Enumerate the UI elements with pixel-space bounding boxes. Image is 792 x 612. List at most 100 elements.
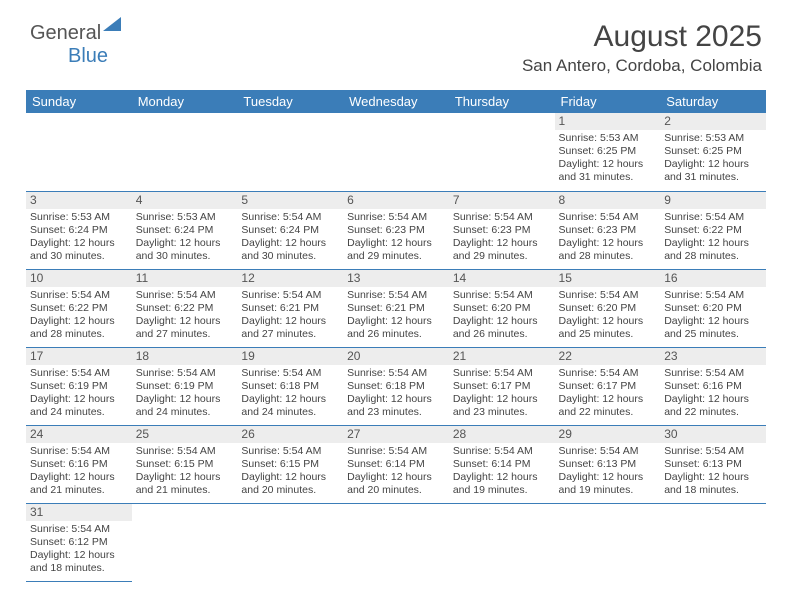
sunset-text: Sunset: 6:20 PM bbox=[664, 302, 762, 315]
daylight2-text: and 18 minutes. bbox=[664, 484, 762, 497]
sunrise-text: Sunrise: 5:54 AM bbox=[559, 367, 657, 380]
calendar-cell: 14Sunrise: 5:54 AMSunset: 6:20 PMDayligh… bbox=[449, 269, 555, 347]
sunrise-text: Sunrise: 5:54 AM bbox=[241, 211, 339, 224]
daylight2-text: and 29 minutes. bbox=[453, 250, 551, 263]
sunrise-text: Sunrise: 5:53 AM bbox=[559, 132, 657, 145]
day-number: 12 bbox=[237, 270, 343, 287]
day-number: 18 bbox=[132, 348, 238, 365]
calendar-cell bbox=[343, 113, 449, 191]
daylight2-text: and 28 minutes. bbox=[559, 250, 657, 263]
sunset-text: Sunset: 6:25 PM bbox=[559, 145, 657, 158]
day-number: 14 bbox=[449, 270, 555, 287]
day-number: 3 bbox=[26, 192, 132, 209]
sunset-text: Sunset: 6:19 PM bbox=[30, 380, 128, 393]
location: San Antero, Cordoba, Colombia bbox=[30, 56, 762, 76]
calendar-cell: 13Sunrise: 5:54 AMSunset: 6:21 PMDayligh… bbox=[343, 269, 449, 347]
sunset-text: Sunset: 6:24 PM bbox=[136, 224, 234, 237]
daylight1-text: Daylight: 12 hours bbox=[347, 471, 445, 484]
logo-sail-icon bbox=[103, 14, 125, 37]
calendar-cell: 6Sunrise: 5:54 AMSunset: 6:23 PMDaylight… bbox=[343, 191, 449, 269]
day-number: 20 bbox=[343, 348, 449, 365]
day-number: 21 bbox=[449, 348, 555, 365]
daylight2-text: and 26 minutes. bbox=[347, 328, 445, 341]
daylight1-text: Daylight: 12 hours bbox=[347, 237, 445, 250]
sunrise-text: Sunrise: 5:54 AM bbox=[347, 211, 445, 224]
calendar-cell: 16Sunrise: 5:54 AMSunset: 6:20 PMDayligh… bbox=[660, 269, 766, 347]
sunset-text: Sunset: 6:24 PM bbox=[241, 224, 339, 237]
daylight2-text: and 20 minutes. bbox=[241, 484, 339, 497]
daylight2-text: and 30 minutes. bbox=[241, 250, 339, 263]
calendar-body: 1Sunrise: 5:53 AMSunset: 6:25 PMDaylight… bbox=[26, 113, 766, 581]
calendar-cell: 21Sunrise: 5:54 AMSunset: 6:17 PMDayligh… bbox=[449, 347, 555, 425]
sunrise-text: Sunrise: 5:54 AM bbox=[241, 289, 339, 302]
calendar-cell: 23Sunrise: 5:54 AMSunset: 6:16 PMDayligh… bbox=[660, 347, 766, 425]
daylight1-text: Daylight: 12 hours bbox=[30, 315, 128, 328]
calendar-cell: 17Sunrise: 5:54 AMSunset: 6:19 PMDayligh… bbox=[26, 347, 132, 425]
sunset-text: Sunset: 6:12 PM bbox=[30, 536, 128, 549]
calendar-cell: 7Sunrise: 5:54 AMSunset: 6:23 PMDaylight… bbox=[449, 191, 555, 269]
daylight1-text: Daylight: 12 hours bbox=[347, 393, 445, 406]
calendar-cell: 28Sunrise: 5:54 AMSunset: 6:14 PMDayligh… bbox=[449, 425, 555, 503]
calendar-cell: 25Sunrise: 5:54 AMSunset: 6:15 PMDayligh… bbox=[132, 425, 238, 503]
daylight1-text: Daylight: 12 hours bbox=[664, 393, 762, 406]
day-number: 9 bbox=[660, 192, 766, 209]
calendar-cell: 3Sunrise: 5:53 AMSunset: 6:24 PMDaylight… bbox=[26, 191, 132, 269]
day-number: 27 bbox=[343, 426, 449, 443]
calendar-cell bbox=[343, 503, 449, 581]
day-number: 5 bbox=[237, 192, 343, 209]
day-header: Saturday bbox=[660, 90, 766, 113]
daylight1-text: Daylight: 12 hours bbox=[453, 237, 551, 250]
calendar-cell: 1 Sunrise: 5:53 AMSunset: 6:25 PMDaylight… bbox=[555, 113, 661, 191]
sunset-text: Sunset: 6:21 PM bbox=[241, 302, 339, 315]
daylight2-text: and 24 minutes. bbox=[241, 406, 339, 419]
sunset-text: Sunset: 6:24 PM bbox=[30, 224, 128, 237]
sunrise-text: Sunrise: 5:54 AM bbox=[136, 367, 234, 380]
sunset-text: Sunset: 6:14 PM bbox=[453, 458, 551, 471]
sunrise-text: Sunrise: 5:54 AM bbox=[241, 445, 339, 458]
sunrise-text: Sunrise: 5:54 AM bbox=[453, 445, 551, 458]
sunset-text: Sunset: 6:18 PM bbox=[347, 380, 445, 393]
daylight1-text: Daylight: 12 hours bbox=[30, 237, 128, 250]
day-header: Thursday bbox=[449, 90, 555, 113]
daylight2-text: and 31 minutes. bbox=[559, 171, 657, 184]
daylight1-text: Daylight: 12 hours bbox=[136, 237, 234, 250]
daylight2-text: and 30 minutes. bbox=[136, 250, 234, 263]
sunset-text: Sunset: 6:15 PM bbox=[241, 458, 339, 471]
sunset-text: Sunset: 6:22 PM bbox=[136, 302, 234, 315]
daylight2-text: and 28 minutes. bbox=[664, 250, 762, 263]
sunset-text: Sunset: 6:20 PM bbox=[559, 302, 657, 315]
month-title: August 2025 bbox=[30, 20, 762, 54]
daylight2-text: and 28 minutes. bbox=[30, 328, 128, 341]
day-number: 1 bbox=[555, 113, 661, 130]
daylight1-text: Daylight: 12 hours bbox=[241, 471, 339, 484]
sunrise-text: Sunrise: 5:54 AM bbox=[453, 211, 551, 224]
sunset-text: Sunset: 6:13 PM bbox=[664, 458, 762, 471]
calendar-cell bbox=[237, 503, 343, 581]
day-number: 4 bbox=[132, 192, 238, 209]
sunset-text: Sunset: 6:18 PM bbox=[241, 380, 339, 393]
daylight1-text: Daylight: 12 hours bbox=[559, 315, 657, 328]
daylight2-text: and 27 minutes. bbox=[136, 328, 234, 341]
sunset-text: Sunset: 6:23 PM bbox=[453, 224, 551, 237]
day-number: 22 bbox=[555, 348, 661, 365]
calendar-cell: 20 Sunrise: 5:54 AMSunset: 6:18 PMDayligh… bbox=[343, 347, 449, 425]
header: General Blue August 2025 San Antero, Cor… bbox=[0, 0, 792, 84]
day-number: 16 bbox=[660, 270, 766, 287]
daylight2-text: and 20 minutes. bbox=[347, 484, 445, 497]
calendar-cell: 22Sunrise: 5:54 AMSunset: 6:17 PMDayligh… bbox=[555, 347, 661, 425]
daylight1-text: Daylight: 12 hours bbox=[30, 549, 128, 562]
sunset-text: Sunset: 6:22 PM bbox=[664, 224, 762, 237]
daylight1-text: Daylight: 12 hours bbox=[30, 393, 128, 406]
daylight2-text: and 26 minutes. bbox=[453, 328, 551, 341]
sunrise-text: Sunrise: 5:54 AM bbox=[347, 367, 445, 380]
sunrise-text: Sunrise: 5:54 AM bbox=[30, 289, 128, 302]
sunrise-text: Sunrise: 5:54 AM bbox=[559, 211, 657, 224]
calendar-cell: 18Sunrise: 5:54 AMSunset: 6:19 PMDayligh… bbox=[132, 347, 238, 425]
daylight2-text: and 18 minutes. bbox=[30, 562, 128, 575]
day-header: Monday bbox=[132, 90, 238, 113]
daylight1-text: Daylight: 12 hours bbox=[664, 158, 762, 171]
calendar-cell: 12Sunrise: 5:54 AMSunset: 6:21 PMDayligh… bbox=[237, 269, 343, 347]
sunset-text: Sunset: 6:16 PM bbox=[30, 458, 128, 471]
sunset-text: Sunset: 6:14 PM bbox=[347, 458, 445, 471]
daylight1-text: Daylight: 12 hours bbox=[559, 158, 657, 171]
